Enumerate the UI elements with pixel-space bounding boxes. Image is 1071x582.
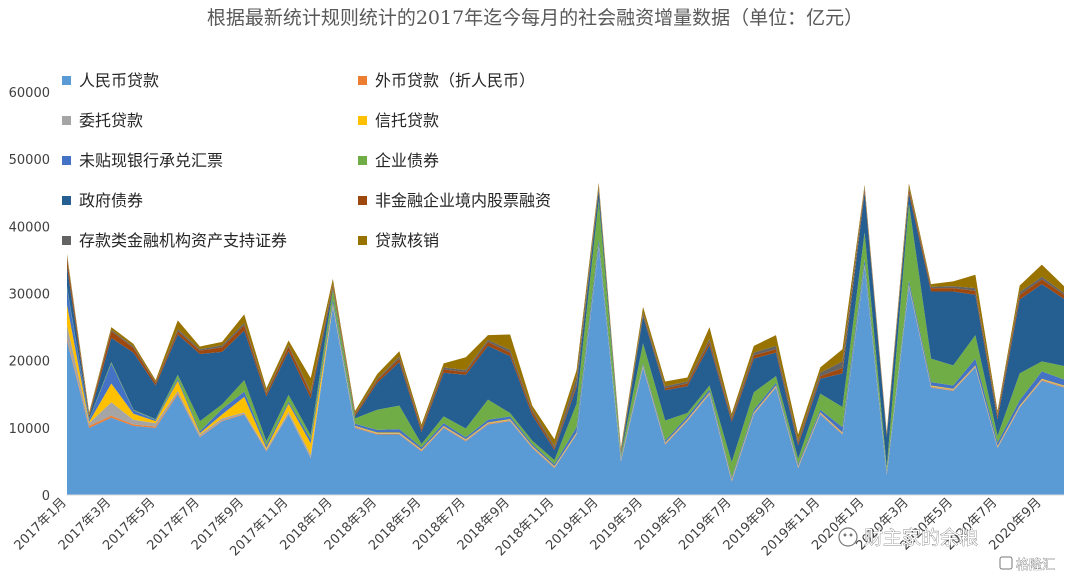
legend-label: 政府债券 xyxy=(79,191,143,210)
chart-title: 根据最新统计规则统计的2017年迄今每月的社会融资增量数据（单位：亿元） xyxy=(207,7,863,29)
y-tick-label: 50000 xyxy=(9,153,50,168)
watermark-account: 财主家的余粮 xyxy=(864,527,978,549)
watermark-logo-icon xyxy=(999,556,1013,570)
legend-swatch xyxy=(358,236,367,245)
watermark: 财主家的余粮 格隆汇 xyxy=(838,527,1055,573)
legend-swatch xyxy=(62,76,71,85)
legend-label: 非金融企业境内股票融资 xyxy=(375,191,551,210)
y-tick-label: 0 xyxy=(42,489,50,504)
legend-swatch xyxy=(358,156,367,165)
legend-label: 未贴现银行承兑汇票 xyxy=(79,151,223,170)
y-tick-label: 40000 xyxy=(9,220,50,235)
legend-swatch xyxy=(358,116,367,125)
y-tick-label: 20000 xyxy=(9,355,50,370)
legend-label: 贷款核销 xyxy=(375,231,439,250)
y-axis: 0 10000 20000 30000 40000 50000 60000 xyxy=(9,86,50,504)
legend-swatch xyxy=(62,116,71,125)
area-series-6 xyxy=(67,190,1064,468)
legend-label: 信托贷款 xyxy=(375,111,439,130)
legend-swatch xyxy=(62,236,71,245)
chart-areas xyxy=(67,182,1064,495)
legend-label: 外币贷款（折人民币） xyxy=(375,71,535,90)
legend-label: 存款类金融机构资产支持证券 xyxy=(79,231,287,250)
watermark-source: 格隆汇 xyxy=(1016,557,1055,573)
legend-swatch xyxy=(358,196,367,205)
legend-swatch xyxy=(358,76,367,85)
y-tick-label: 10000 xyxy=(9,422,50,437)
wechat-icon xyxy=(838,527,858,547)
legend-swatch xyxy=(62,156,71,165)
area-series-0 xyxy=(67,246,1064,495)
legend-label: 委托贷款 xyxy=(79,111,143,130)
legend-label: 企业债券 xyxy=(375,151,439,170)
y-tick-label: 60000 xyxy=(9,86,50,101)
legend-label: 人民币贷款 xyxy=(79,71,159,90)
y-tick-label: 30000 xyxy=(9,288,50,303)
legend-swatch xyxy=(62,196,71,205)
